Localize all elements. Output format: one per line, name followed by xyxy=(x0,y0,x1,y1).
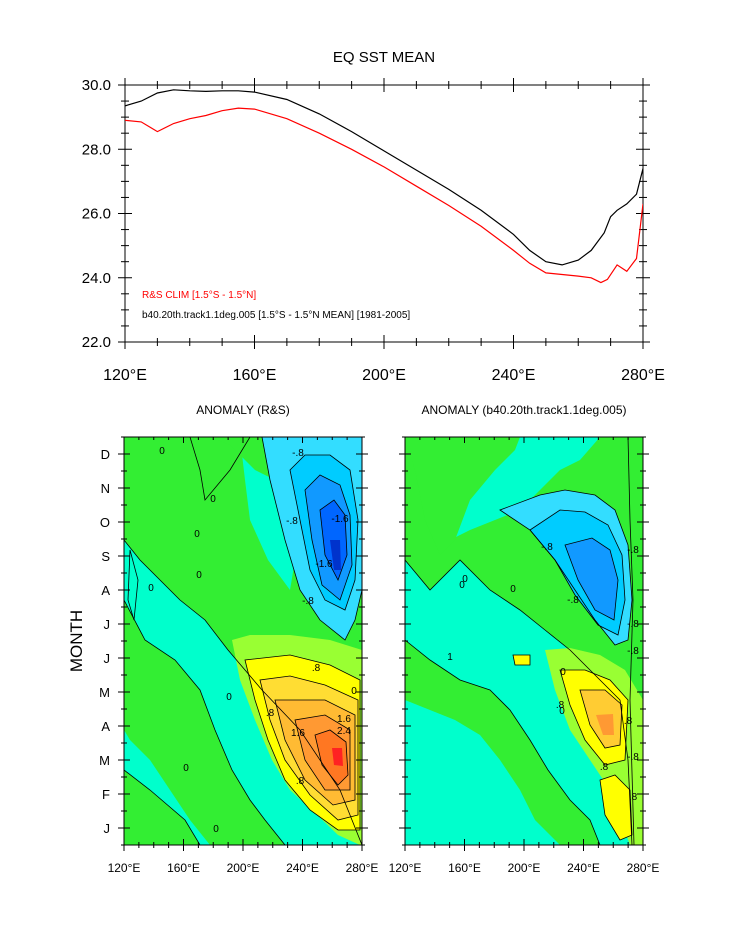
x-tick-label: 160°E xyxy=(167,861,200,875)
contour-label: -.8 xyxy=(627,619,639,630)
x-tick-label: 160°E xyxy=(233,367,277,384)
month-tick-label: N xyxy=(101,481,110,496)
contour-label: .8 xyxy=(312,663,321,674)
contour-label: .8 xyxy=(629,792,638,803)
anomaly-rs-panel: ANOMALY (R&S) MONTH xyxy=(67,403,378,875)
legend-rs-clim: R&S CLIM [1.5°S - 1.5°N] xyxy=(142,290,256,301)
contour-label: 0 xyxy=(148,583,154,594)
x-tick-label: 200°E xyxy=(508,861,541,875)
x-tick-label: 120°E xyxy=(103,367,147,384)
contour-label: 0 xyxy=(226,692,232,703)
month-tick-label: A xyxy=(101,583,110,598)
contour-label: -.8 xyxy=(286,516,298,527)
x-tick-label: 200°E xyxy=(362,367,406,384)
month-tick-label: S xyxy=(101,549,110,564)
contour-label: 0 xyxy=(462,574,468,585)
contour-label: 0 xyxy=(159,446,165,457)
y-tick-label: 22.0 xyxy=(82,334,111,351)
series-line xyxy=(125,89,643,266)
y-tick-label: 26.0 xyxy=(82,206,111,223)
contour-label: 1 xyxy=(447,652,453,663)
contour-label: 0 xyxy=(196,570,202,581)
month-tick-label: F xyxy=(102,787,110,802)
contour-label: 0 xyxy=(560,667,566,678)
contour-label: -.8 xyxy=(541,542,553,553)
month-tick-label: J xyxy=(104,821,111,836)
x-tick-label: 280°E xyxy=(621,367,665,384)
contour-label: -.8 xyxy=(627,752,639,763)
month-tick-label: M xyxy=(99,753,110,768)
x-tick-label: 200°E xyxy=(227,861,260,875)
month-tick-label: J xyxy=(104,617,111,632)
x-tick-label: 240°E xyxy=(492,367,536,384)
sst-series-group xyxy=(125,89,643,284)
contour-label: -.8 xyxy=(292,448,304,459)
contour-label: 0 xyxy=(351,686,357,697)
contour-label: .8 xyxy=(296,776,305,787)
month-tick-label: D xyxy=(101,447,110,462)
contour-label: 0 xyxy=(183,763,189,774)
y-tick-label: 28.0 xyxy=(82,141,111,158)
x-tick-label: 280°E xyxy=(346,861,379,875)
anomaly-rs-field: 0 0 0 0 0 0 0 0 -.8 -.8 -1.6 -1.6 -.8 .8… xyxy=(124,437,362,845)
contour-label: .8 xyxy=(266,708,275,719)
x-tick-label: 120°E xyxy=(108,861,141,875)
contour-label: .8 xyxy=(556,700,565,711)
anomaly-rs-ticks: 120°E 160°E 200°E 240°E 280°E J F M A M J J A S O N D xyxy=(99,436,379,875)
month-tick-label: O xyxy=(100,515,110,530)
x-tick-label: 240°E xyxy=(286,861,319,875)
contour-label: 0 xyxy=(559,706,565,717)
anomaly-model-title: ANOMALY (b40.20th.track1.1deg.005) xyxy=(421,403,626,417)
contour-label: 1.6 xyxy=(291,728,305,739)
contour-label: 0 xyxy=(210,494,216,505)
contour-label: .8 xyxy=(600,762,609,773)
anomaly-model-field: 0 0 -.8 -.8 -.8 -.8 -.8 0 .8 .8 .8 .8 -.… xyxy=(405,437,643,845)
anomaly-model-panel: ANOMALY (b40.20th.track1.1deg.005) xyxy=(389,403,660,875)
y-tick-label: 30.0 xyxy=(82,77,111,94)
x-tick-label: 160°E xyxy=(448,861,481,875)
month-tick-label: J xyxy=(104,651,111,666)
anomaly-model-ticks: 120°E 160°E 200°E 240°E 280°E xyxy=(389,436,660,875)
contour-label: 0 xyxy=(459,580,465,591)
month-tick-label: M xyxy=(99,685,110,700)
sst-mean-chart: EQ SST MEAN 120°E 160°E 200°E 240°E 280°E 22.… xyxy=(82,49,665,384)
contour-label: 0 xyxy=(510,584,516,595)
month-tick-label: A xyxy=(101,719,110,734)
anomaly-rs-title: ANOMALY (R&S) xyxy=(196,403,290,417)
sst-plot-frame xyxy=(124,84,644,343)
x-tick-label: 280°E xyxy=(627,861,660,875)
y-tick-label: 24.0 xyxy=(82,270,111,287)
contour-label: .8 xyxy=(624,716,633,727)
contour-label: -1.6 xyxy=(331,514,349,525)
contour-label: -1.6 xyxy=(315,559,333,570)
contour-label: 2.4 xyxy=(337,726,351,737)
contour-label: 0 xyxy=(213,824,219,835)
sst-axis-ticks: 120°E 160°E 200°E 240°E 280°E 22.0 24.0 26.0 28.… xyxy=(82,77,665,384)
contour-label: -.8 xyxy=(302,596,314,607)
month-axis-label: MONTH xyxy=(67,610,86,672)
series-line xyxy=(125,107,643,284)
x-tick-label: 120°E xyxy=(389,861,422,875)
contour-label: 1.6 xyxy=(337,714,351,725)
contour-label: -.8 xyxy=(627,545,639,556)
contour-label: 0 xyxy=(194,529,200,540)
legend-model: b40.20th.track1.1deg.005 [1.5°S - 1.5°N … xyxy=(142,310,410,321)
contour-label: -.8 xyxy=(567,595,579,606)
sst-chart-title: EQ SST MEAN xyxy=(333,49,435,66)
contour-label: -.8 xyxy=(627,646,639,657)
x-tick-label: 240°E xyxy=(567,861,600,875)
